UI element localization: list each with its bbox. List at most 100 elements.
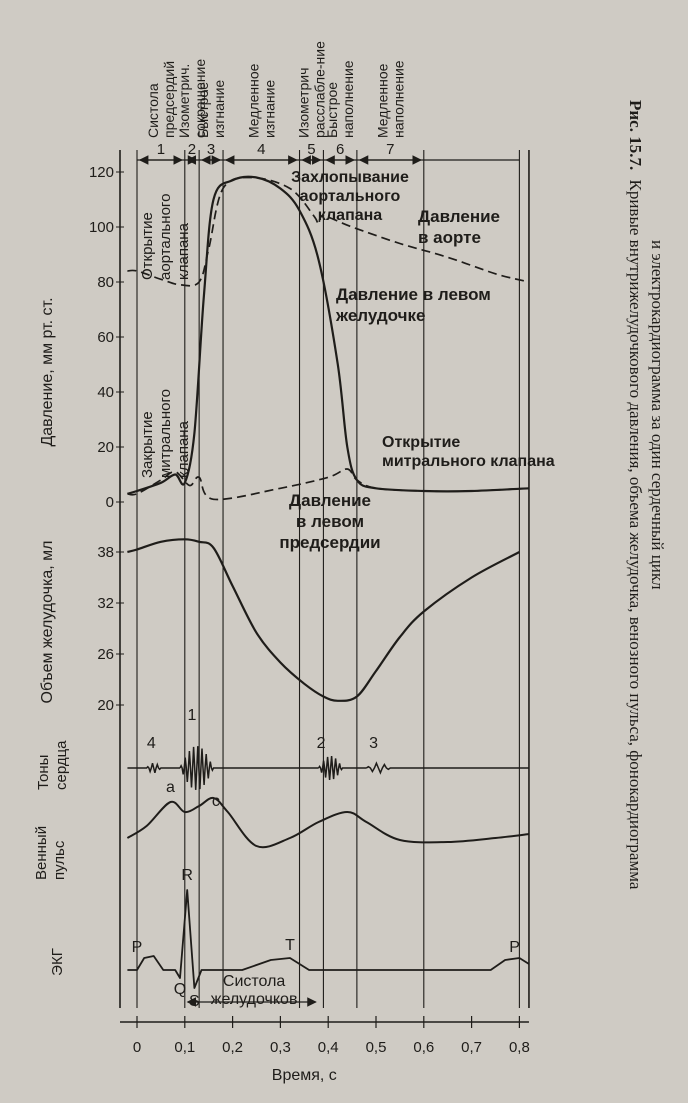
x-axis: 0 0,1 0,2 0,3 0,4 0,5 0,6 0,7 0,8 Время, с bbox=[120, 1016, 530, 1084]
volume-line bbox=[127, 538, 520, 702]
systole-label-1: Систола bbox=[223, 973, 286, 990]
volume-ticks: 20 26 32 38 bbox=[97, 544, 124, 714]
ecg-mark-R-1: R bbox=[181, 867, 193, 884]
volume-tick-20: 20 bbox=[97, 697, 114, 714]
heart-sound-2: 2 bbox=[317, 735, 326, 752]
annotation-mitral-valve-closure: Закрытиемитральногоклапана bbox=[139, 389, 192, 478]
pressure-tick-60: 60 bbox=[97, 329, 114, 346]
phase-word: предсердий bbox=[161, 61, 177, 138]
heart-sound-4: 4 bbox=[147, 735, 156, 752]
phase-number-7: 7 bbox=[386, 141, 394, 158]
heart-sound-1: 1 bbox=[188, 707, 197, 724]
label-aortic-pressure: Давление в аорте bbox=[418, 207, 500, 247]
phase-number-2: 2 bbox=[188, 141, 196, 158]
ecg-label: ЭКГ bbox=[49, 948, 66, 976]
x-tick-4: 0,4 bbox=[318, 1039, 339, 1056]
x-tick-6: 0,6 bbox=[413, 1039, 434, 1056]
venous-pulse-label: Венныйпульс bbox=[33, 826, 68, 880]
phase-number-1: 1 bbox=[157, 141, 165, 158]
phase-name-6: Быстрое наполнение bbox=[324, 60, 356, 138]
x-tick-2: 0,2 bbox=[222, 1039, 243, 1056]
phase-number-3: 3 bbox=[207, 141, 215, 158]
phase-name-1: Систола предсердий bbox=[145, 61, 177, 138]
pressure-annotations: Захлопывание аортального клапана Открытиеа… bbox=[139, 169, 555, 478]
heart-sounds-panel: Тонысердца 4 1 2 3 bbox=[35, 707, 529, 790]
volume-tick-32: 32 bbox=[97, 595, 114, 612]
volume-tick-38: 38 bbox=[97, 544, 114, 561]
ecg-trace bbox=[127, 889, 530, 989]
phase-number-4: 4 bbox=[257, 141, 265, 158]
phase-name-3: Быстрое изгнание bbox=[195, 80, 227, 138]
phase-word: Медленное bbox=[245, 63, 261, 138]
x-axis-label: Время, с bbox=[272, 1067, 337, 1084]
phase-word: наполнение bbox=[340, 60, 356, 138]
heart-sounds-label: Тонысердца bbox=[35, 740, 70, 790]
phase-header: 1 Систола предсердий 2 Изометрич. сокращение 3… bbox=[137, 41, 520, 165]
phase-word: расслабле-ние bbox=[311, 41, 327, 138]
phase-word: сокращение bbox=[192, 59, 208, 138]
pressure-tick-100: 100 bbox=[89, 219, 114, 236]
venous-pulse-trace bbox=[126, 796, 530, 849]
series-labels: Давление в аорте Давление в левом желудочк… bbox=[279, 207, 500, 552]
ecg-mark-Q-2: Q bbox=[174, 981, 186, 998]
pressure-tick-80: 80 bbox=[97, 274, 114, 291]
caption-line1: Кривые внутрижелудочкового давления, объ… bbox=[626, 179, 645, 889]
heart-sound-3: 3 bbox=[369, 735, 378, 752]
phase-word: Быстрое bbox=[195, 82, 211, 138]
ecg-mark-T-4: T bbox=[285, 937, 295, 954]
phase-word: Медленное bbox=[374, 63, 390, 138]
phase-word: Систола bbox=[145, 83, 161, 138]
volume-tick-26: 26 bbox=[97, 646, 114, 663]
volume-lines bbox=[127, 538, 520, 702]
aortic-pressure-line bbox=[127, 176, 530, 287]
caption-number: Рис. 15.7. bbox=[626, 100, 645, 170]
label-lv-pressure: Давление в левом желудочке bbox=[335, 285, 491, 325]
pressure-tick-0: 0 bbox=[106, 494, 114, 511]
phase-number-6: 6 bbox=[336, 141, 344, 158]
volume-panel: Объем желудочка, мл 20 26 32 38 bbox=[39, 538, 520, 714]
phase-name-7: Медленное наполнение bbox=[374, 60, 406, 138]
pressure-tick-120: 120 bbox=[89, 164, 114, 181]
phase-word: изгнание bbox=[261, 80, 277, 138]
systole-label-2: желудочков bbox=[211, 991, 298, 1008]
venous-mark-c: c bbox=[212, 793, 220, 810]
venous-pulse-panel: Венныйпульс a c bbox=[33, 779, 530, 880]
label-la-pressure: Давление в левом предсердии bbox=[279, 491, 380, 552]
annotation-mitral-valve-opening: Открытие митрального клапана bbox=[382, 434, 555, 470]
x-tick-1: 0,1 bbox=[174, 1039, 195, 1056]
pressure-axis-label: Давление, мм рт. ст. bbox=[39, 297, 56, 446]
x-tick-3: 0,3 bbox=[270, 1039, 291, 1056]
ecg-mark-P-5: P bbox=[509, 939, 520, 956]
pressure-tick-20: 20 bbox=[97, 439, 114, 456]
heart-sounds-trace bbox=[127, 746, 529, 790]
phase-word: Изометрич bbox=[295, 68, 311, 138]
figure-caption: Рис. 15.7. Кривые внутрижелудочкового да… bbox=[626, 100, 667, 890]
phase-lines bbox=[119, 150, 530, 1008]
x-tick-5: 0,5 bbox=[366, 1039, 387, 1056]
volume-axis-label: Объем желудочка, мл bbox=[39, 541, 56, 704]
phase-name-4: Медленное изгнание bbox=[245, 63, 277, 138]
pressure-panel: Давление, мм рт. ст. 0 20 40 60 80 100 120 Зах… bbox=[39, 164, 555, 552]
phase-word: наполнение bbox=[390, 60, 406, 138]
pressure-ticks: 0 20 40 60 80 100 120 bbox=[89, 164, 124, 511]
x-tick-7: 0,7 bbox=[461, 1039, 482, 1056]
x-tick-8: 0,8 bbox=[509, 1039, 530, 1056]
annotation-aortic-valve-opening: Открытиеаортальногоклапана bbox=[139, 194, 192, 280]
phase-word: изгнание bbox=[211, 80, 227, 138]
phase-word: Быстрое bbox=[324, 82, 340, 138]
ecg-mark-P-0: P bbox=[132, 939, 143, 956]
pressure-tick-40: 40 bbox=[97, 384, 114, 401]
phase-name-5: Изометрич расслабле-ние bbox=[295, 41, 327, 138]
phase-word: Изометрич. bbox=[176, 64, 192, 138]
pressure-lines bbox=[127, 175, 530, 501]
venous-mark-a: a bbox=[166, 779, 175, 796]
la-pressure-line bbox=[127, 468, 530, 501]
phase-number-5: 5 bbox=[307, 141, 315, 158]
svg-text:Рис. 15.7. Кривые внутри: Рис. 15.7. Кривые внутрижелудочкового да… bbox=[626, 100, 645, 890]
x-tick-0: 0 bbox=[133, 1039, 141, 1056]
phase-name-2: Изометрич. сокращение bbox=[176, 59, 208, 138]
annotation-aortic-valve-closure: Захлопывание аортального клапана bbox=[291, 169, 409, 224]
caption-line2: и электрокардиограмма за один сердечный … bbox=[648, 240, 667, 590]
